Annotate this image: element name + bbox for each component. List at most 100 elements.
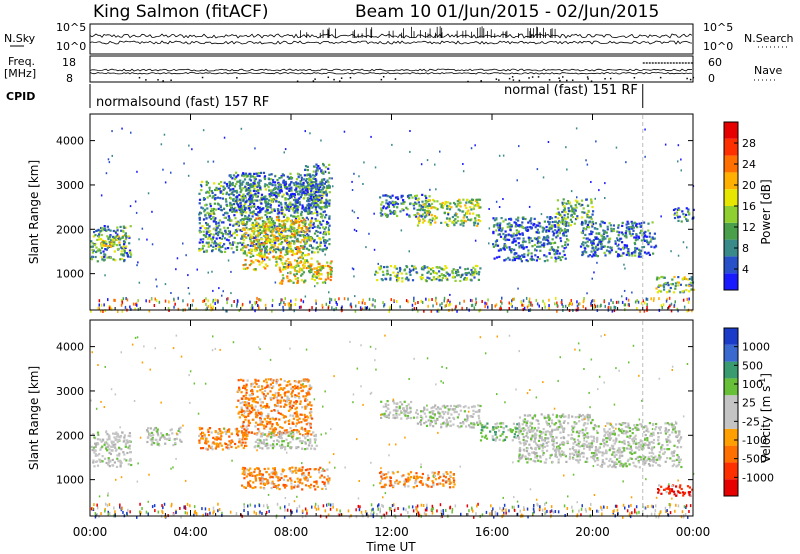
sparse-echo <box>596 261 598 264</box>
echo-cell <box>317 274 320 277</box>
echo-cell <box>260 261 263 264</box>
echo-cell <box>475 198 479 201</box>
echo-cell <box>627 228 631 231</box>
echo-cell <box>500 230 503 233</box>
echo-cell <box>246 244 249 247</box>
echo-cell <box>110 440 113 443</box>
echo-cell <box>163 436 166 439</box>
echo-cell <box>545 238 548 241</box>
echo-cell <box>290 404 293 407</box>
echo-cell <box>499 222 502 225</box>
echo-cell <box>543 260 546 263</box>
near-range-echo <box>368 307 371 311</box>
echo-cell <box>305 226 308 229</box>
echo-cell <box>621 233 624 236</box>
colorbar-segment <box>724 172 738 190</box>
echo-cell <box>306 207 309 210</box>
echo-cell <box>459 266 462 269</box>
echo-cell <box>527 252 530 255</box>
echo-cell <box>129 251 132 254</box>
echo-cell <box>285 248 288 251</box>
sparse-echo <box>218 287 220 290</box>
echo-cell <box>129 440 132 443</box>
echo-cell <box>599 223 602 226</box>
echo-cell <box>322 186 325 190</box>
echo-cell <box>263 177 267 181</box>
echo-cell <box>219 246 222 249</box>
echo-cell <box>403 268 407 271</box>
near-range-echo <box>271 309 273 313</box>
echo-cell <box>692 208 695 211</box>
echo-cell <box>245 187 248 190</box>
echo-cell <box>264 263 267 266</box>
echo-cell <box>313 279 316 282</box>
echo-cell <box>302 186 305 189</box>
echo-cell <box>271 230 274 233</box>
echo-cell <box>218 236 221 240</box>
echo-cell <box>401 194 404 197</box>
echo-cell <box>417 212 420 216</box>
echo-cell <box>304 206 307 209</box>
echo-cell <box>529 219 532 222</box>
echo-cell <box>387 202 390 205</box>
echo-cell <box>307 265 310 268</box>
echo-cell <box>512 234 515 237</box>
near-range-echo <box>371 303 373 307</box>
echo-cell <box>420 268 424 271</box>
echo-cell <box>392 271 395 274</box>
echo-cell <box>472 273 475 276</box>
echo-cell <box>284 219 287 222</box>
near-range-echo <box>446 300 448 304</box>
sparse-echo <box>644 128 646 131</box>
echo-cell <box>290 406 293 409</box>
echo-cell <box>647 241 650 244</box>
echo-cell <box>237 379 240 382</box>
sparse-echo <box>254 192 256 195</box>
echo-cell <box>205 180 208 183</box>
echo-cell <box>246 379 249 382</box>
echo-cell <box>547 236 550 239</box>
near-range-echo <box>564 304 567 308</box>
colorbar-tick-label: 12 <box>742 221 756 234</box>
near-range-echo <box>347 297 349 301</box>
echo-cell <box>264 188 267 191</box>
echo-cell <box>252 268 256 271</box>
echo-cell <box>519 258 522 261</box>
echo-cell <box>294 252 297 256</box>
echo-cell <box>220 444 223 447</box>
echo-cell <box>113 236 116 239</box>
echo-cell <box>535 237 538 241</box>
echo-cell <box>291 234 294 238</box>
near-range-echo <box>447 298 449 302</box>
echo-cell <box>306 204 309 207</box>
echo-cell <box>284 198 287 201</box>
echo-cell <box>206 211 209 214</box>
echo-cell <box>229 223 232 226</box>
echo-cell <box>211 196 214 199</box>
echo-cell <box>232 187 235 191</box>
echo-cell <box>549 216 552 219</box>
echo-cell <box>608 238 611 241</box>
echo-cell <box>550 247 554 250</box>
colorbar-tick-label: 8 <box>742 242 749 255</box>
echo-cell <box>545 255 548 258</box>
echo-cell <box>312 186 315 189</box>
echo-cell <box>469 273 472 276</box>
echo-cell <box>320 277 323 280</box>
echo-cell <box>474 221 477 224</box>
echo-cell <box>550 217 554 220</box>
echo-cell <box>250 252 253 255</box>
echo-cell <box>630 234 633 237</box>
echo-cell <box>119 238 122 241</box>
echo-cell <box>679 291 682 294</box>
echo-cell <box>603 232 606 235</box>
echo-cell <box>263 253 266 256</box>
echo-cell <box>445 217 449 220</box>
echo-cell <box>625 234 628 237</box>
echo-cell <box>416 208 419 212</box>
echo-cell <box>250 227 253 230</box>
echo-cell <box>263 427 266 430</box>
echo-cell <box>389 195 392 199</box>
echo-cell <box>300 229 304 232</box>
echo-cell <box>418 214 421 217</box>
